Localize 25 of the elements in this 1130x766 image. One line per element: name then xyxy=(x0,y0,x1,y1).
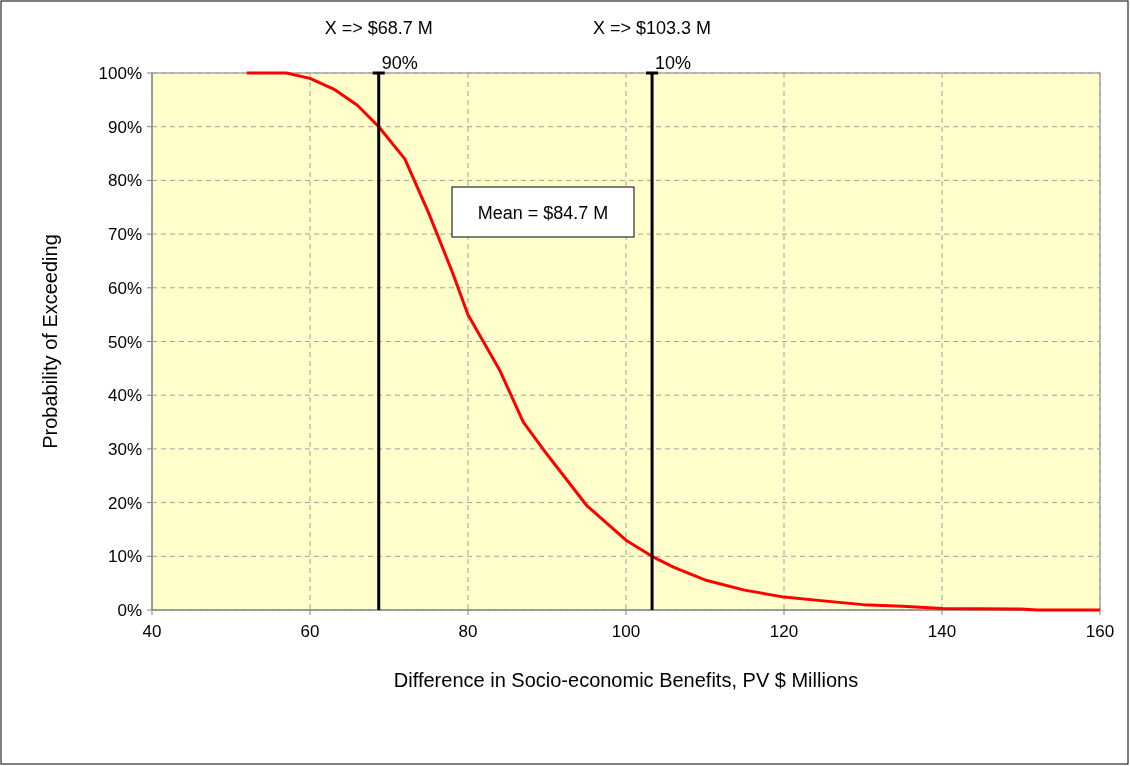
x-tick-label: 160 xyxy=(1085,622,1115,641)
y-tick-label: 70% xyxy=(107,225,142,245)
x-tick-label: 140 xyxy=(927,622,957,641)
annotation: Mean = $84.7 M xyxy=(477,203,609,223)
x-tick-label: 100 xyxy=(611,622,641,641)
y-tick-label: 80% xyxy=(107,171,142,191)
y-tick-label: 100% xyxy=(98,64,142,83)
x-tick-label: 120 xyxy=(769,622,799,641)
x-axis-title: Difference in Socio-economic Benefits, PV $ Millions xyxy=(393,669,859,691)
annotation: 90% xyxy=(381,53,418,73)
x-tick-label: 40 xyxy=(142,622,162,641)
y-tick-label: 40% xyxy=(107,386,142,406)
y-tick-label: 0% xyxy=(117,601,142,620)
y-tick-label: 50% xyxy=(107,332,142,352)
x-tick-label: 60 xyxy=(300,622,320,641)
annotation: 10% xyxy=(655,53,692,73)
y-tick-label: 90% xyxy=(107,117,142,137)
y-axis-title: Probability of Exceeding xyxy=(39,234,61,449)
x-tick-label: 80 xyxy=(458,622,478,641)
y-tick-label: 30% xyxy=(107,439,142,459)
y-tick-label: 10% xyxy=(107,547,142,567)
y-tick-label: 20% xyxy=(107,493,142,513)
y-tick-label: 60% xyxy=(107,278,142,298)
ref-line-label: X => $103.3 M xyxy=(593,18,712,38)
ref-line-label: X => $68.7 M xyxy=(324,18,433,38)
